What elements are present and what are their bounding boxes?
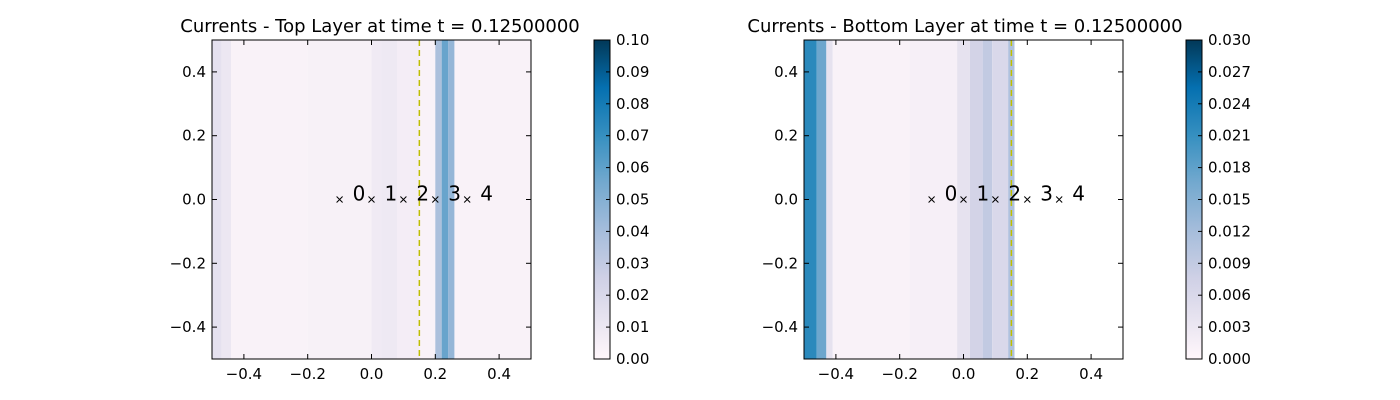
marker-label-4: 4 <box>1072 182 1085 206</box>
chart-title: Currents - Bottom Layer at time t = 0.12… <box>747 16 1182 37</box>
marker-label-0: 0 <box>353 182 366 206</box>
x-tick-label: 0.2 <box>423 365 447 383</box>
heatmap-band <box>435 40 442 359</box>
x-tick-label: 0.4 <box>1079 365 1103 383</box>
panel-top-layer: Currents - Top Layer at time t = 0.12500… <box>170 16 650 383</box>
heatmap-band <box>1008 40 1015 359</box>
marker-0 <box>336 196 343 203</box>
marker-4 <box>1055 196 1063 203</box>
colorbar-tick-label: 0.07 <box>616 127 649 145</box>
heatmap-band <box>397 40 420 359</box>
y-tick-label: 0.0 <box>774 191 798 209</box>
marker-label-1: 1 <box>977 182 990 206</box>
x-tick-label: 0.2 <box>1015 365 1039 383</box>
marker-label-3: 3 <box>448 182 461 206</box>
y-tick-label: 0.2 <box>182 127 206 145</box>
colorbar-tick-label: 0.01 <box>616 318 649 336</box>
marker-label-2: 2 <box>416 182 429 206</box>
marker-label-3: 3 <box>1040 182 1053 206</box>
x-tick-label: −0.4 <box>226 365 262 383</box>
heatmap-band <box>992 40 1009 359</box>
colorbar-tick-label: 0.06 <box>616 159 649 177</box>
colorbar-tick-label: 0.018 <box>1208 159 1251 177</box>
x-tick-label: −0.4 <box>818 365 854 383</box>
x-tick-label: −0.2 <box>289 365 325 383</box>
colorbar-tick-label: 0.003 <box>1208 318 1251 336</box>
y-tick-label: −0.4 <box>762 318 798 336</box>
marker-0 <box>928 196 935 203</box>
heatmap-band <box>982 40 993 359</box>
colorbar-tick-label: 0.09 <box>616 63 649 81</box>
colorbar-tick-label: 0.024 <box>1208 95 1251 113</box>
marker-4 <box>463 196 471 203</box>
heatmap-band <box>804 40 817 359</box>
y-tick-label: 0.2 <box>774 127 798 145</box>
marker-2 <box>992 196 999 203</box>
y-tick-label: −0.2 <box>170 254 206 272</box>
colorbar-tick-label: 0.030 <box>1208 31 1251 49</box>
colorbar-tick-label: 0.04 <box>616 222 649 240</box>
colorbar-tick-label: 0.021 <box>1208 127 1251 145</box>
marker-label-0: 0 <box>945 182 958 206</box>
marker-3 <box>431 196 439 203</box>
marker-2 <box>400 196 407 203</box>
colorbar-tick-label: 0.10 <box>616 31 649 49</box>
marker-label-4: 4 <box>480 182 493 206</box>
heatmap-band <box>381 40 398 359</box>
heatmap-band <box>441 40 449 359</box>
marker-1 <box>960 196 967 203</box>
panel-bottom-layer: Currents - Bottom Layer at time t = 0.12… <box>747 16 1251 383</box>
heatmap-band <box>419 40 436 359</box>
colorbar-tick-label: 0.006 <box>1208 286 1251 304</box>
y-tick-label: 0.0 <box>182 191 206 209</box>
x-tick-label: −0.2 <box>881 365 917 383</box>
colorbar-tick-label: 0.02 <box>616 286 649 304</box>
colorbar-tick-label: 0.012 <box>1208 222 1251 240</box>
marker-3 <box>1023 196 1031 203</box>
x-tick-label: 0.0 <box>360 365 384 383</box>
heatmap-band <box>448 40 455 359</box>
y-tick-label: −0.2 <box>762 254 798 272</box>
colorbar-tick-label: 0.000 <box>1208 350 1251 368</box>
heatmap-band <box>826 40 833 359</box>
colorbar-tick-label: 0.027 <box>1208 63 1251 81</box>
heatmap-band <box>231 40 308 359</box>
marker-label-1: 1 <box>385 182 398 206</box>
colorbar-tick-label: 0.08 <box>616 95 649 113</box>
heatmap-band <box>832 40 910 359</box>
colorbar-tick-label: 0.03 <box>616 254 649 272</box>
heatmap-band <box>221 40 232 359</box>
colorbar-tick-label: 0.009 <box>1208 254 1251 272</box>
y-tick-label: 0.4 <box>774 63 798 81</box>
marker-label-2: 2 <box>1008 182 1021 206</box>
y-tick-label: −0.4 <box>170 318 206 336</box>
heatmap-band <box>1014 40 1123 359</box>
x-tick-label: 0.0 <box>952 365 976 383</box>
marker-1 <box>368 196 375 203</box>
heatmap-band <box>816 40 827 359</box>
heatmap-band <box>371 40 382 359</box>
colorbar-tick-label: 0.015 <box>1208 191 1251 209</box>
heatmap-band <box>909 40 958 359</box>
chart-title: Currents - Top Layer at time t = 0.12500… <box>180 16 580 37</box>
colorbar-tick-label: 0.05 <box>616 191 649 209</box>
y-tick-label: 0.4 <box>182 63 206 81</box>
x-tick-label: 0.4 <box>487 365 511 383</box>
colorbar-tick-label: 0.00 <box>616 350 649 368</box>
heatmap-band <box>969 40 983 359</box>
